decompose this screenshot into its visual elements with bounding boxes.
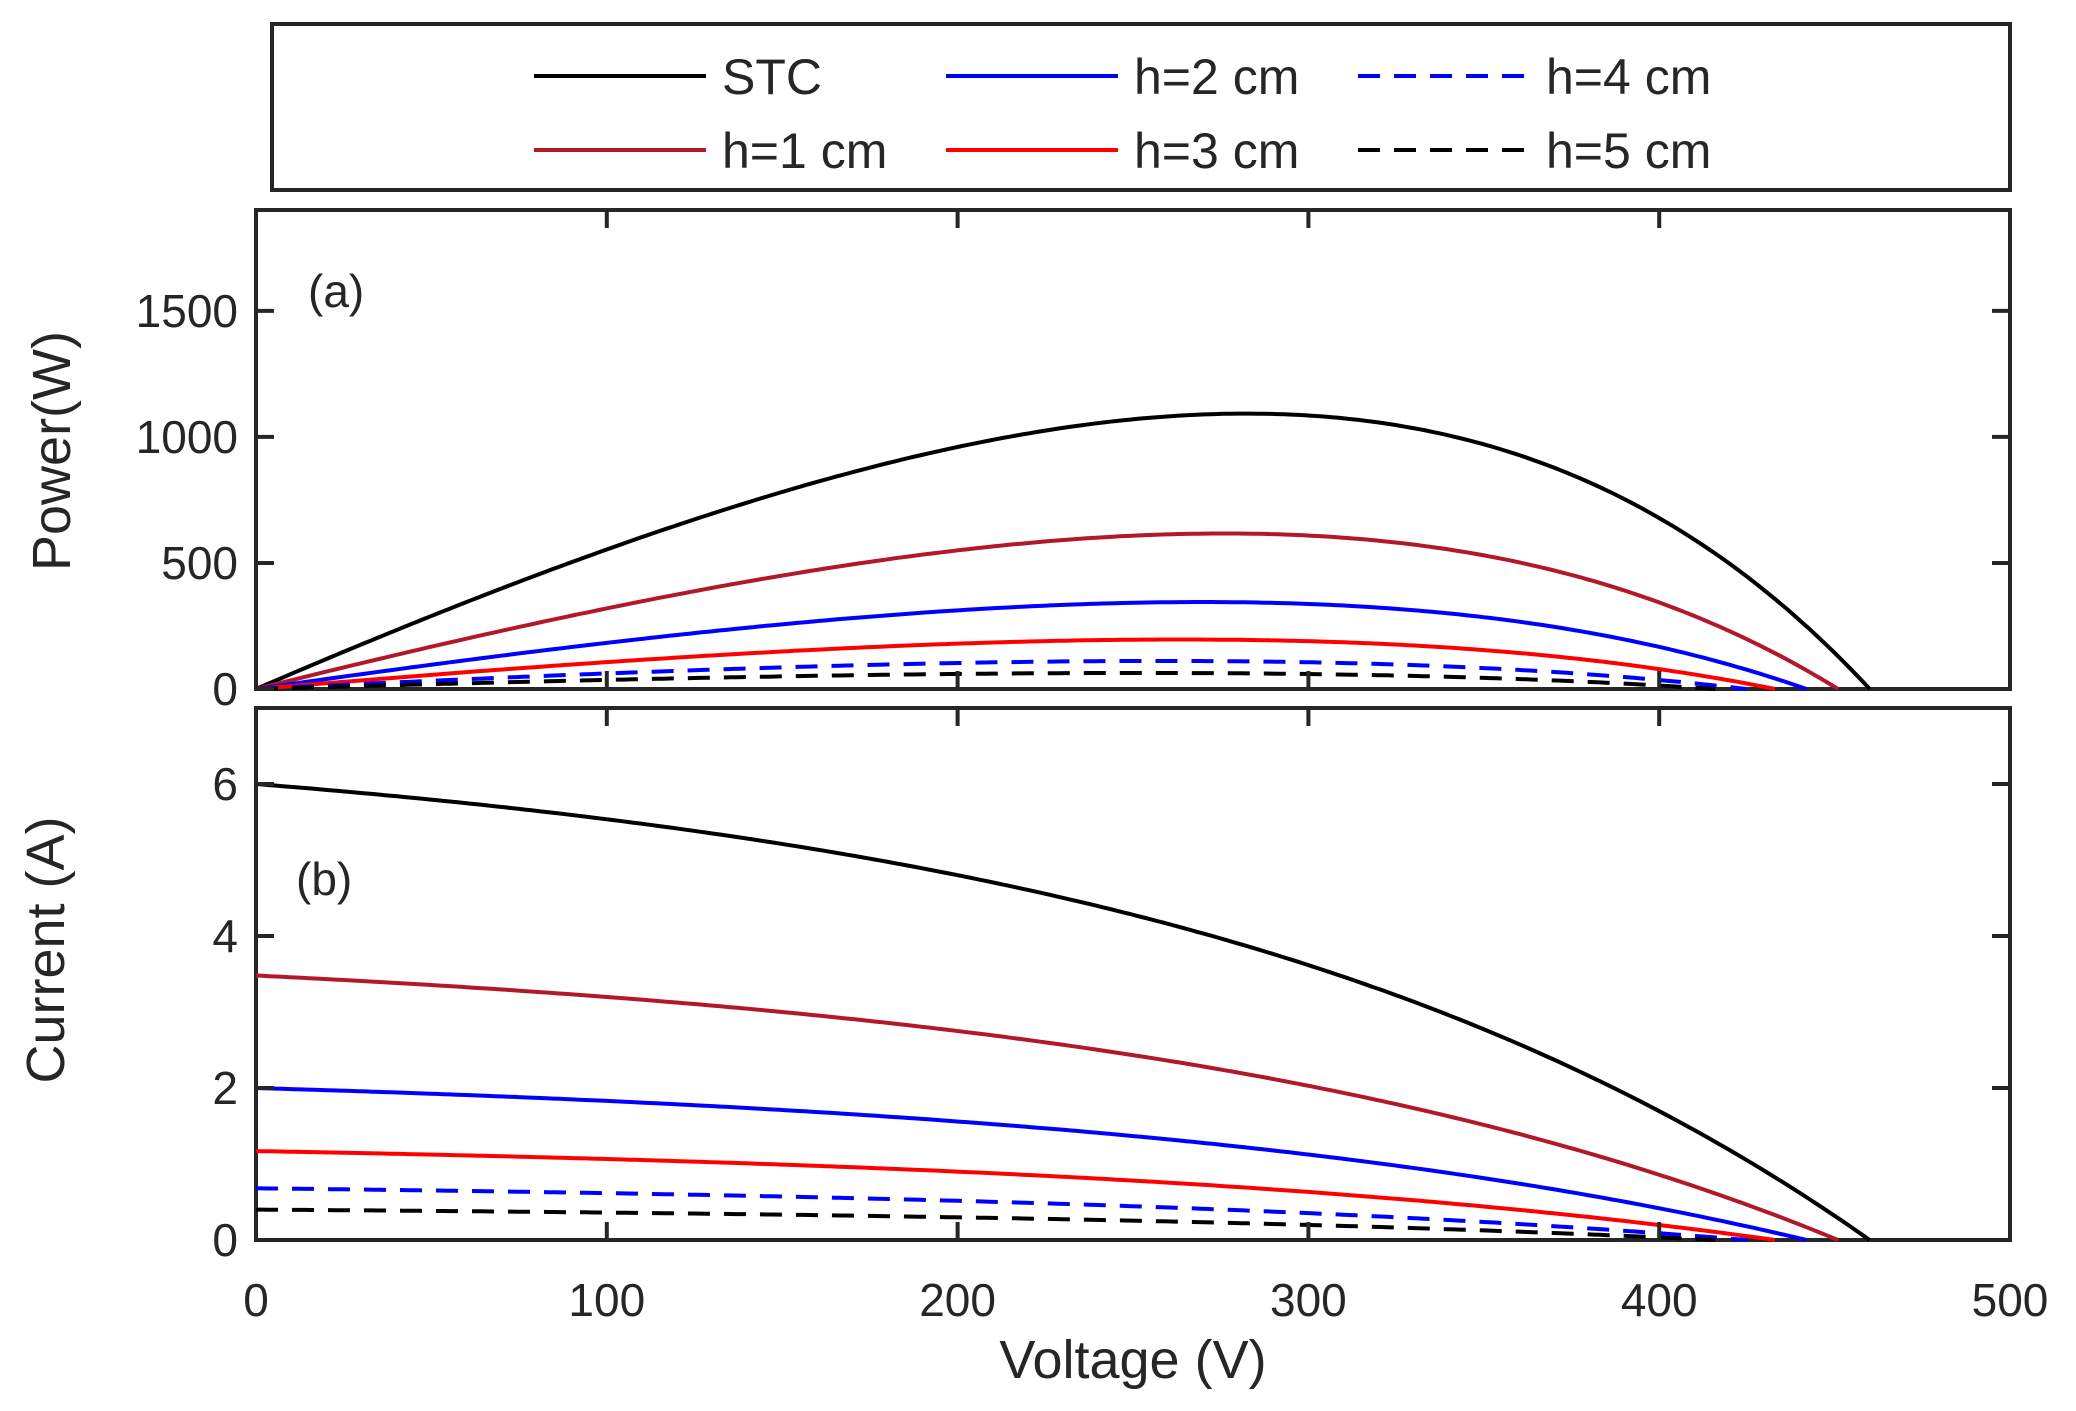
current-curve-h-4-cm: [255, 1186, 1748, 1242]
legend-label-h-3-cm: h=3 cm: [1134, 123, 1299, 179]
current-ytick-label: 6: [212, 758, 238, 810]
current-curves: [255, 782, 1871, 1242]
power-axis-ticks: 0 500 1000 1500: [136, 285, 2010, 715]
current-ytick-label: 0: [212, 1214, 238, 1266]
current-axis-ticks: 0 2 4 6: [212, 758, 2010, 1266]
voltage-x-axis-label: Voltage (V): [999, 1330, 1266, 1390]
power-ytick-label: 0: [212, 663, 238, 715]
current-y-axis-label: Current (A): [16, 816, 76, 1083]
power-y-axis-label: Power(W): [22, 331, 82, 571]
voltage-xtick-label: 500: [1972, 1274, 2049, 1326]
voltage-xtick-label: 300: [1270, 1274, 1347, 1326]
power-axes-frame: [254, 208, 2012, 691]
power-curve-h-1-cm: [255, 531, 1840, 691]
legend-label-stc: STC: [722, 49, 822, 105]
power-curve-h-5-cm: [255, 671, 1716, 691]
current-ytick-label: 4: [212, 910, 238, 962]
power-curve-h-3-cm: [255, 637, 1776, 691]
current-curve-h-3-cm: [255, 1149, 1776, 1242]
legend-label-h-4-cm: h=4 cm: [1546, 49, 1711, 105]
current-curve-h-2-cm: [255, 1086, 1807, 1242]
power-curves: [255, 411, 1872, 691]
power-ytick-label: 1500: [136, 285, 238, 337]
legend-entries: STC h=1 cm h=2 cm h=3 cm h=4 cm h=5 cm: [534, 49, 1711, 179]
current-ytick-label: 2: [212, 1062, 238, 1114]
current-voltage-panel: 0 2 4 6 (b) Current (A): [16, 706, 2012, 1266]
power-panel-tag: (a): [308, 265, 364, 317]
legend-box: [270, 22, 2012, 192]
legend: STC h=1 cm h=2 cm h=3 cm h=4 cm h=5 cm: [270, 22, 2012, 192]
current-curve-h-1-cm: [255, 973, 1839, 1242]
voltage-xtick-label: 400: [1621, 1274, 1698, 1326]
voltage-xtick-label: 0: [243, 1274, 269, 1326]
legend-label-h-1-cm: h=1 cm: [722, 123, 887, 179]
power-voltage-panel: 0 500 1000 1500 (a) Power(W): [22, 208, 2012, 715]
voltage-xtick-label: 100: [568, 1274, 645, 1326]
current-panel-tag: (b): [296, 853, 352, 905]
current-axes-frame: [254, 706, 2012, 1242]
power-curve-h-4-cm: [255, 659, 1748, 691]
legend-label-h-5-cm: h=5 cm: [1546, 123, 1711, 179]
power-ytick-label: 1000: [136, 411, 238, 463]
power-ytick-label: 500: [161, 537, 238, 589]
voltage-xtick-label: 200: [919, 1274, 996, 1326]
power-curve-stc: [255, 411, 1872, 691]
power-curve-h-2-cm: [255, 600, 1808, 691]
current-curve-stc: [255, 782, 1871, 1242]
current-curve-h-5-cm: [256, 1207, 1716, 1242]
legend-label-h-2-cm: h=2 cm: [1134, 49, 1299, 105]
voltage-axis-ticks: 0 100 200 300 400 500: [243, 210, 2048, 1326]
